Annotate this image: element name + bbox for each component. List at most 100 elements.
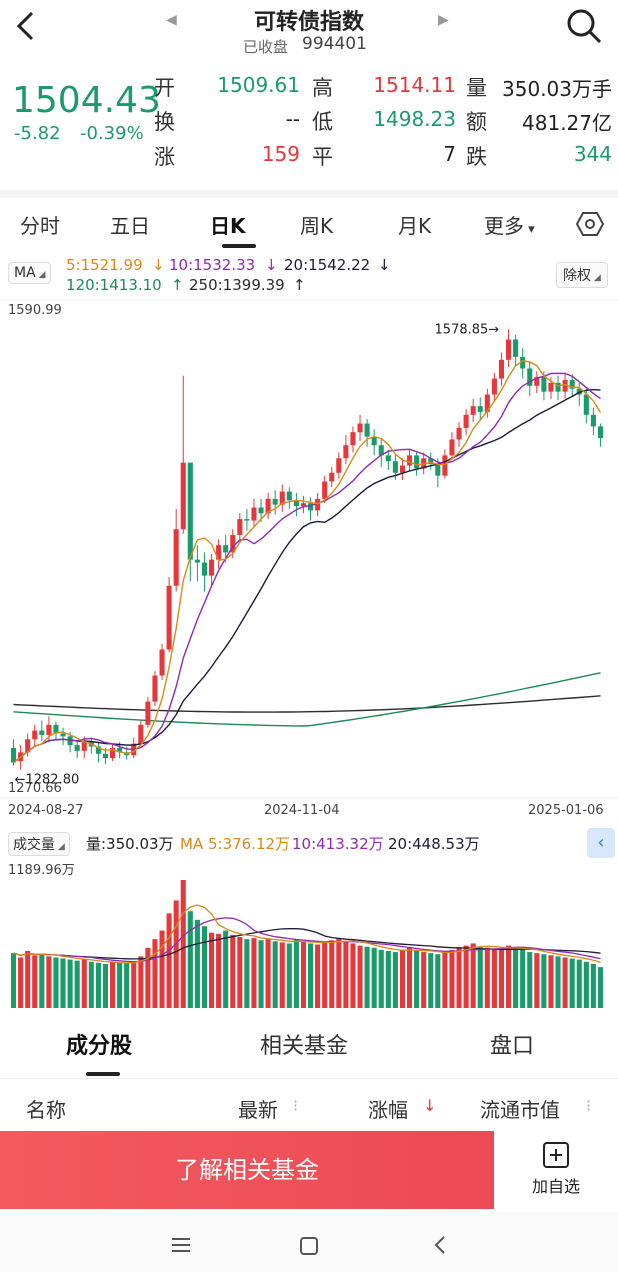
candle-body <box>392 461 398 473</box>
volume-bar <box>470 943 476 1008</box>
menu-icon[interactable] <box>170 1236 192 1258</box>
volume-bar <box>583 961 589 1008</box>
tab-daily-k[interactable]: 日K <box>210 210 246 239</box>
related-fund-button[interactable]: 了解相关基金 <box>0 1131 494 1209</box>
tab-monthly-k-label: 月K <box>398 214 432 238</box>
volume-bar <box>187 911 193 1008</box>
volume-selector[interactable]: 成交量 ◢ <box>8 832 70 856</box>
back-icon[interactable] <box>10 8 40 44</box>
candle-body <box>95 746 101 754</box>
tab-intraday-label: 分时 <box>20 214 60 238</box>
volume-bar <box>520 949 526 1008</box>
col-name[interactable]: 名称 <box>26 1098 66 1122</box>
volume-bar <box>166 913 172 1008</box>
volume-bar <box>145 947 151 1008</box>
candle-body <box>527 368 533 386</box>
stat-label: 开 <box>154 76 175 100</box>
tab-weekly-k-label: 周K <box>300 214 334 238</box>
date-tick-label: 2024-08-27 <box>8 803 84 818</box>
ma5-value: 5:1521.99 <box>66 256 143 274</box>
tab-weekly-k[interactable]: 周K <box>300 210 333 239</box>
volume-bar <box>251 938 257 1008</box>
collapse-panel-icon[interactable]: ‹ <box>587 828 615 858</box>
ma-label: MA <box>14 265 36 281</box>
index-code: 994401 <box>302 34 367 54</box>
volume-bar <box>371 947 377 1008</box>
candle-body <box>39 730 45 735</box>
volume-bar <box>315 944 321 1008</box>
candle-body <box>25 739 31 753</box>
stat-label: 涨 <box>154 145 175 169</box>
candle-body <box>470 406 476 415</box>
prev-arrow-icon[interactable]: ◀ <box>166 12 177 28</box>
candle-body <box>102 753 109 759</box>
candle-body <box>32 730 38 740</box>
volume-max-label: 1189.96万 <box>8 863 75 878</box>
next-arrow-icon[interactable]: ▶ <box>438 12 449 28</box>
col-market-cap[interactable]: 流通市值 <box>480 1098 560 1122</box>
candle-body <box>208 559 215 576</box>
candle-body <box>555 382 561 392</box>
volume-bar <box>32 955 38 1008</box>
add-watchlist-button[interactable]: 加自选 <box>494 1131 618 1209</box>
home-icon[interactable] <box>298 1236 320 1260</box>
volume-bar <box>343 941 349 1008</box>
volume-bar <box>39 954 45 1008</box>
candle-body <box>145 701 151 725</box>
volume-bar <box>406 947 413 1008</box>
candle-body <box>201 562 208 576</box>
volume-bar <box>428 953 434 1008</box>
adjust-button[interactable]: 除权 ◢ <box>556 262 608 288</box>
sort-desc-icon: ↓ <box>423 1096 437 1115</box>
price-change-pct: -0.39% <box>80 123 144 144</box>
candle-body <box>265 498 271 514</box>
candle-body <box>272 498 278 505</box>
related-fund-label: 了解相关基金 <box>175 1156 319 1184</box>
tab-intraday[interactable]: 分时 <box>20 210 60 239</box>
search-icon[interactable] <box>564 6 604 46</box>
current-price: 1504.43 <box>12 80 161 121</box>
stat-label: 高 <box>312 76 333 100</box>
volume-bar <box>435 954 441 1008</box>
ma250-line <box>13 695 601 713</box>
candlestick-chart[interactable]: 1590.99 1270.66 2024-08-27 2024-11-04 2025-0… <box>0 298 618 828</box>
volume-bar <box>300 941 307 1008</box>
date-tick-label: 2024-11-04 <box>264 803 340 818</box>
candle-body <box>435 464 441 476</box>
volume-bar <box>216 933 222 1008</box>
back-nav-icon[interactable] <box>432 1235 448 1259</box>
tab-five-day-label: 五日 <box>110 214 150 238</box>
volume-bar <box>293 939 299 1008</box>
candle-body <box>109 747 116 759</box>
candle-body <box>414 455 420 469</box>
stat-label: 跌 <box>466 145 487 169</box>
candle-body <box>484 394 490 412</box>
volume-bar <box>152 939 158 1008</box>
ma-selector[interactable]: MA ◢ <box>8 262 52 284</box>
tab-related-funds[interactable]: 相关基金 <box>260 1034 349 1059</box>
candle-body <box>138 724 144 744</box>
volume-bar <box>385 950 391 1008</box>
candle-body <box>10 747 17 763</box>
volume-label: 成交量 <box>13 837 55 853</box>
candle-body <box>279 491 285 505</box>
col-change[interactable]: 涨幅 <box>368 1098 408 1122</box>
active-period-indicator <box>222 244 256 248</box>
tab-five-day[interactable]: 五日 <box>110 210 150 239</box>
tab-order-book[interactable]: 盘口 <box>490 1034 535 1059</box>
tab-more[interactable]: 更多 ▾ <box>484 210 535 239</box>
settings-icon[interactable] <box>575 210 605 238</box>
candle-body <box>258 507 264 514</box>
candle-body <box>60 733 66 737</box>
col-latest[interactable]: 最新 <box>238 1098 278 1122</box>
volume-bar <box>46 956 52 1008</box>
volume-chart[interactable]: 1189.96万 <box>0 858 618 1010</box>
ma250-up-arrow: ↑ <box>293 276 306 294</box>
tab-constituents[interactable]: 成分股 <box>66 1034 133 1059</box>
ma120-line <box>13 672 601 727</box>
candle-body <box>230 535 236 553</box>
candle-body <box>322 481 328 499</box>
tab-monthly-k[interactable]: 月K <box>398 210 431 239</box>
price-change: -5.82 <box>14 123 61 144</box>
volume-bar <box>364 946 370 1008</box>
